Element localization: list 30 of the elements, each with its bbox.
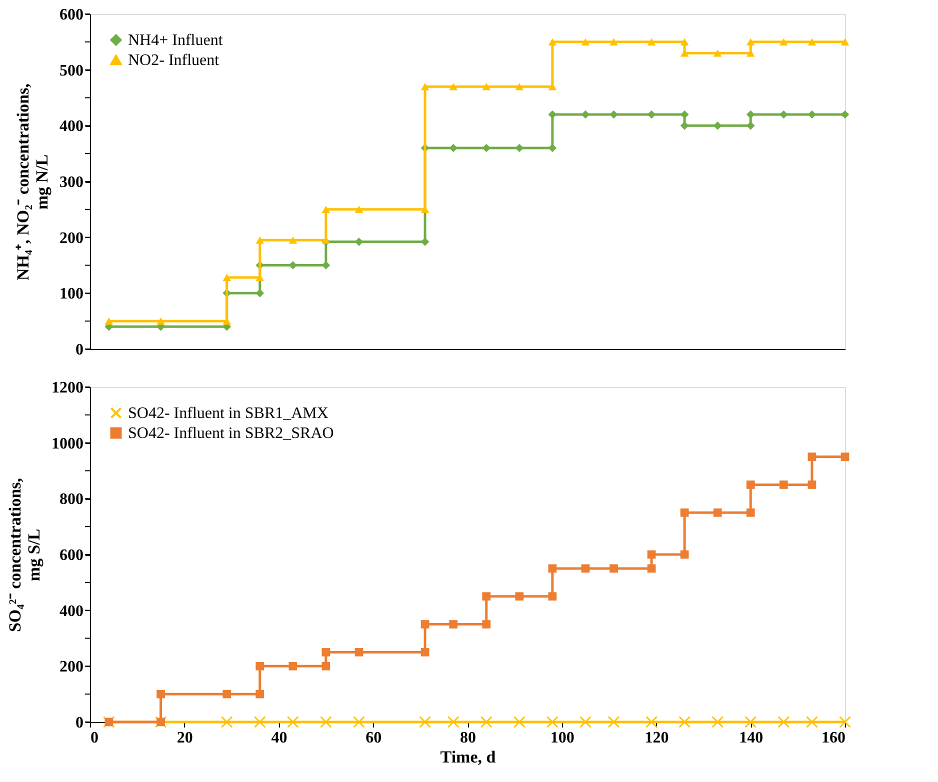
y-tick-label: 200 bbox=[60, 658, 84, 676]
x-tick-label: 120 bbox=[644, 730, 669, 746]
y-tick-label: 300 bbox=[60, 174, 84, 191]
x-tick-label: 140 bbox=[739, 730, 764, 746]
y-tick-label: 400 bbox=[60, 602, 84, 620]
y-tick-label: 1200 bbox=[52, 380, 84, 396]
y-tick-label: 0 bbox=[76, 714, 84, 732]
y-tick-label: 600 bbox=[60, 547, 84, 564]
legend-label: SO42- Influent in SBR2_SRAO bbox=[128, 425, 334, 442]
y-tick-label: 500 bbox=[60, 62, 84, 80]
legend-label: NO2- Influent bbox=[128, 52, 220, 69]
x-tick-label: 100 bbox=[550, 730, 574, 746]
x-tick-label: 0 bbox=[90, 730, 98, 746]
y-tick-label: 400 bbox=[60, 118, 84, 136]
x-tick-label: 60 bbox=[366, 730, 382, 746]
y-tick-label: 600 bbox=[60, 6, 84, 24]
x-axis-title: Time, d bbox=[440, 748, 496, 766]
y-tick-label: 100 bbox=[60, 286, 84, 303]
x-tick-label: 20 bbox=[176, 730, 193, 746]
y-tick-label: 0 bbox=[76, 342, 84, 358]
y-tick-label: 200 bbox=[60, 230, 84, 247]
y-axis-title: SO₄²⁻ concentrations, mg S/L bbox=[6, 478, 44, 632]
legend-label: NH4+ Influent bbox=[128, 32, 224, 49]
y-axis-title: NH₄⁺, NO₂⁻ concentrations, mg N/L bbox=[14, 84, 52, 280]
y-tick-label: 1000 bbox=[52, 435, 84, 452]
x-tick-label: 160 bbox=[822, 730, 846, 746]
legend-label: SO42- Influent in SBR1_AMX bbox=[128, 405, 329, 422]
x-tick-label: 40 bbox=[271, 730, 288, 746]
x-tick-label: 80 bbox=[460, 730, 476, 746]
y-tick-label: 800 bbox=[60, 491, 84, 508]
